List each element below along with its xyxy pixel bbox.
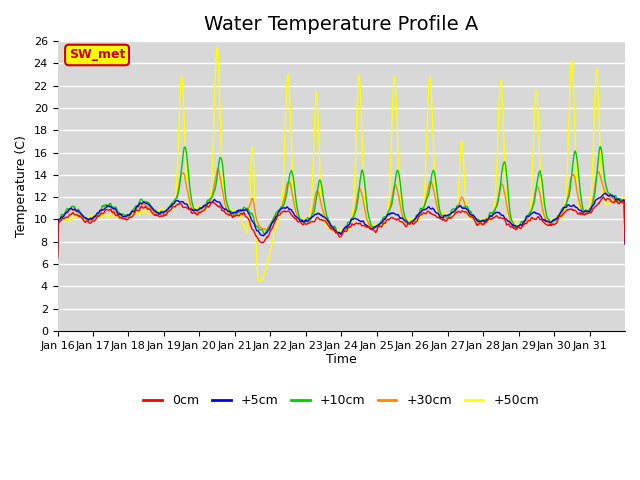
X-axis label: Time: Time: [326, 353, 356, 366]
Text: SW_met: SW_met: [69, 48, 125, 61]
Title: Water Temperature Profile A: Water Temperature Profile A: [204, 15, 478, 34]
Y-axis label: Temperature (C): Temperature (C): [15, 135, 28, 237]
Legend: 0cm, +5cm, +10cm, +30cm, +50cm: 0cm, +5cm, +10cm, +30cm, +50cm: [138, 389, 544, 412]
